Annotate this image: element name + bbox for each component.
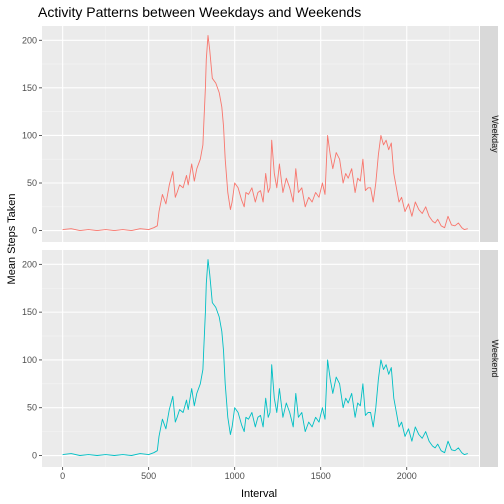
y-axis-title: Mean Steps Taken: [6, 194, 18, 285]
series-line-weekday: [62, 35, 468, 232]
y-tick-label: 100: [22, 355, 37, 365]
y-tick-label: 100: [22, 130, 37, 140]
facet-strip-label: Weekend: [490, 340, 500, 378]
facet-strip: [480, 250, 498, 467]
chart-title: Activity Patterns between Weekdays and W…: [38, 4, 361, 20]
x-axis-title: Interval: [241, 488, 277, 500]
x-tick-label: 1500: [311, 471, 331, 481]
y-tick-label: 150: [22, 83, 37, 93]
y-tick-label: 50: [27, 403, 37, 413]
x-tick-label: 1000: [225, 471, 245, 481]
y-tick-label: 200: [22, 259, 37, 269]
x-tick-label: 0: [60, 471, 65, 481]
panels: 0 50 100 150 200 Weekday 0 50 100 150 200 Weekend 0 5…: [22, 26, 500, 481]
facet-strip-label: Weekday: [490, 115, 500, 153]
x-tick-label: 2000: [397, 471, 417, 481]
facet-strip: [480, 26, 498, 242]
x-tick-label: 500: [141, 471, 156, 481]
y-tick-label: 200: [22, 35, 37, 45]
panel-background: [42, 26, 479, 242]
y-tick-label: 0: [32, 451, 37, 461]
panel-2: 0 50 100 150 200 Weekend 0 500 1000 1500 2000: [22, 250, 500, 481]
panel-1: 0 50 100 150 200 Weekday: [22, 26, 500, 242]
y-tick-label: 0: [32, 226, 37, 236]
y-tick-label: 150: [22, 307, 37, 317]
panel-background: [42, 250, 479, 467]
y-tick-label: 50: [27, 178, 37, 188]
series-line-weekend: [62, 259, 468, 456]
